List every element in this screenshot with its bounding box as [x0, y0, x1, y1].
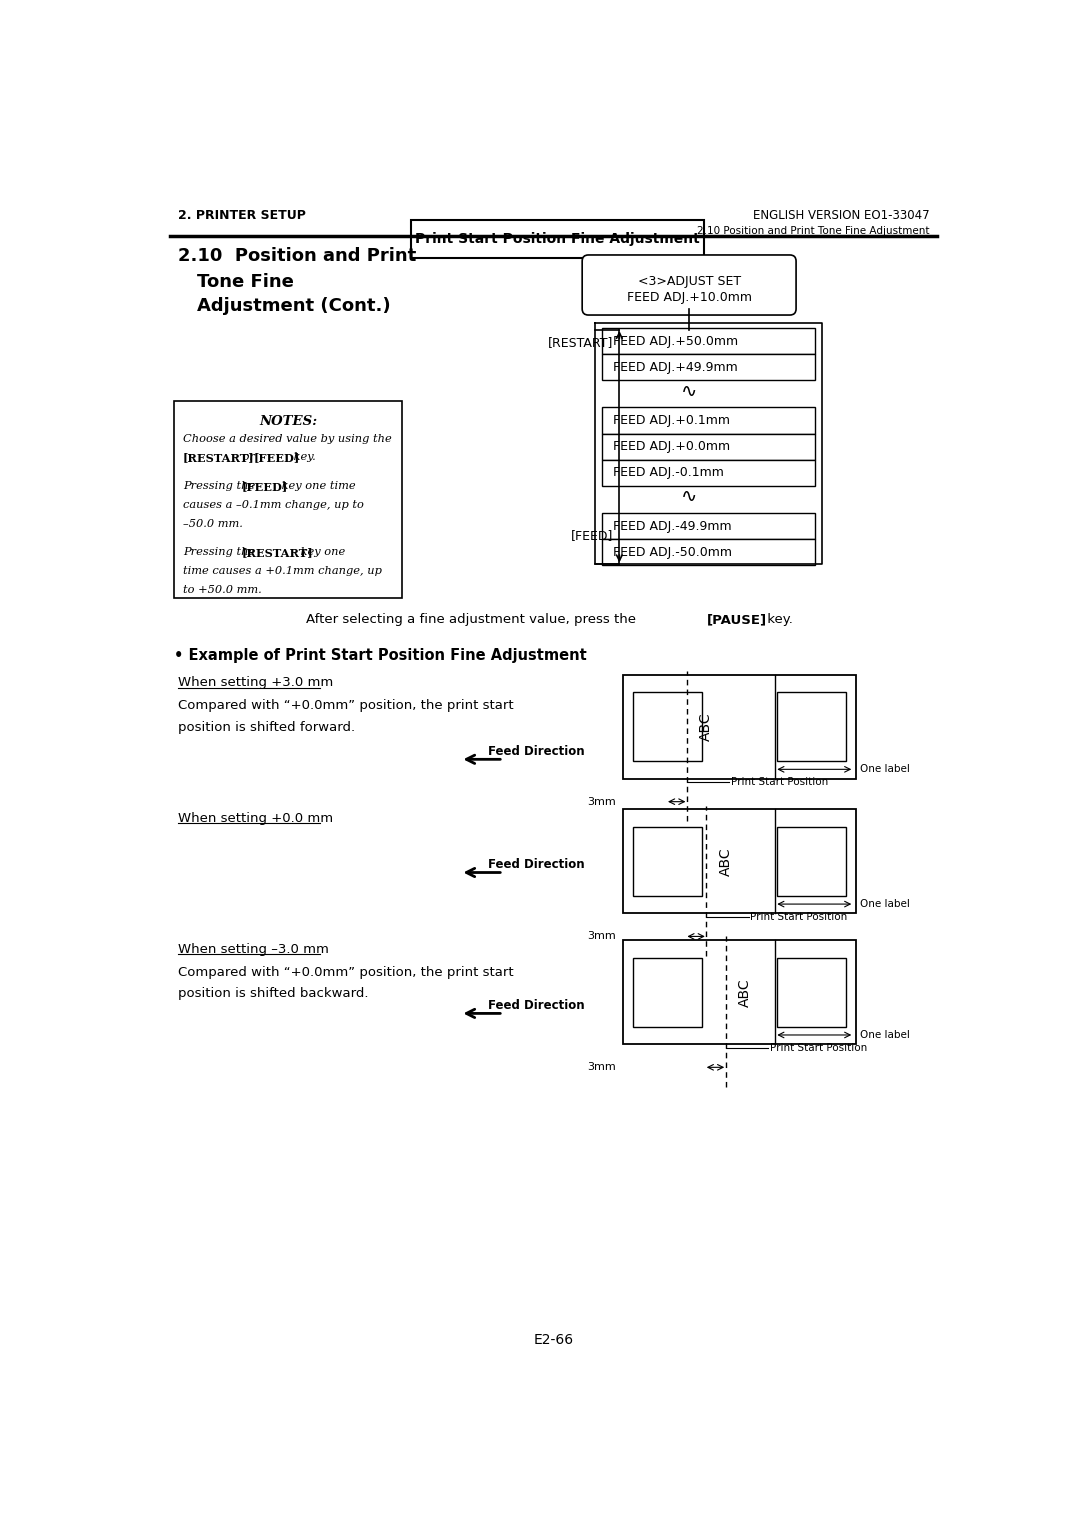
Text: 3mm: 3mm	[586, 1062, 616, 1073]
Text: Compared with “+0.0mm” position, the print start: Compared with “+0.0mm” position, the pri…	[177, 966, 513, 978]
Text: Choose a desired value by using the: Choose a desired value by using the	[183, 434, 392, 443]
Text: FEED ADJ.-50.0mm: FEED ADJ.-50.0mm	[613, 545, 732, 559]
FancyBboxPatch shape	[582, 255, 796, 315]
Bar	[633, 958, 702, 1027]
Text: [FEED]: [FEED]	[254, 452, 300, 463]
Text: <3>ADJUST SET: <3>ADJUST SET	[637, 275, 741, 287]
Text: Print Start Position Fine Adjustment: Print Start Position Fine Adjustment	[415, 232, 700, 246]
Text: 2.10 Position and Print Tone Fine Adjustment: 2.10 Position and Print Tone Fine Adjust…	[697, 226, 930, 237]
Text: FEED ADJ.+49.9mm: FEED ADJ.+49.9mm	[613, 361, 738, 374]
Text: causes a –0.1mm change, up to: causes a –0.1mm change, up to	[183, 500, 364, 510]
Text: position is shifted forward.: position is shifted forward.	[177, 721, 354, 733]
Text: Feed Direction: Feed Direction	[488, 857, 584, 871]
Text: or: or	[239, 452, 258, 463]
Text: ABC: ABC	[738, 978, 752, 1007]
Text: [RESTART]: [RESTART]	[548, 336, 613, 350]
Text: key.: key.	[762, 613, 793, 626]
Text: time causes a +0.1mm change, up: time causes a +0.1mm change, up	[183, 565, 382, 576]
FancyBboxPatch shape	[603, 354, 814, 380]
Text: key one time: key one time	[278, 481, 355, 490]
Text: FEED ADJ.+0.1mm: FEED ADJ.+0.1mm	[613, 414, 730, 426]
Bar	[777, 827, 847, 895]
Text: FEED ADJ.-49.9mm: FEED ADJ.-49.9mm	[613, 520, 732, 533]
Bar	[777, 958, 847, 1027]
Text: Feed Direction: Feed Direction	[488, 744, 584, 758]
Text: ∿: ∿	[680, 382, 698, 400]
FancyBboxPatch shape	[603, 539, 814, 565]
Text: Print Start Position: Print Start Position	[731, 778, 828, 787]
Text: 3mm: 3mm	[586, 932, 616, 941]
Text: Compared with “+0.0mm” position, the print start: Compared with “+0.0mm” position, the pri…	[177, 700, 513, 712]
Text: key.: key.	[289, 452, 315, 463]
Text: ∿: ∿	[680, 487, 698, 506]
Text: Tone Fine: Tone Fine	[197, 272, 294, 290]
Text: Print Start Position: Print Start Position	[770, 1044, 867, 1053]
Text: E2-66: E2-66	[534, 1332, 573, 1348]
Text: [PAUSE]: [PAUSE]	[707, 613, 767, 626]
FancyBboxPatch shape	[603, 460, 814, 486]
Text: NOTES:: NOTES:	[259, 416, 318, 428]
FancyBboxPatch shape	[603, 329, 814, 354]
Text: When setting +3.0 mm: When setting +3.0 mm	[177, 677, 333, 689]
Bar	[633, 827, 702, 895]
Text: ABC: ABC	[718, 847, 732, 876]
Text: Feed Direction: Feed Direction	[488, 999, 584, 1012]
Text: Pressing the: Pressing the	[183, 481, 259, 490]
Text: FEED ADJ.+0.0mm: FEED ADJ.+0.0mm	[613, 440, 730, 454]
Text: [FEED]: [FEED]	[571, 529, 613, 542]
Text: 2.10  Position and Print: 2.10 Position and Print	[177, 248, 416, 266]
Text: FEED ADJ.+10.0mm: FEED ADJ.+10.0mm	[626, 290, 752, 304]
FancyBboxPatch shape	[603, 408, 814, 434]
FancyBboxPatch shape	[410, 220, 704, 258]
Text: [RESTART]: [RESTART]	[183, 452, 255, 463]
Text: –50.0 mm.: –50.0 mm.	[183, 518, 243, 529]
Text: 2. PRINTER SETUP: 2. PRINTER SETUP	[177, 209, 306, 222]
Text: One label: One label	[860, 764, 909, 775]
Text: When setting –3.0 mm: When setting –3.0 mm	[177, 943, 328, 955]
Text: Adjustment (Cont.): Adjustment (Cont.)	[197, 298, 391, 315]
Bar	[623, 940, 855, 1044]
Text: After selecting a fine adjustment value, press the: After selecting a fine adjustment value,…	[306, 613, 639, 626]
FancyBboxPatch shape	[603, 434, 814, 460]
Text: ENGLISH VERSION EO1-33047: ENGLISH VERSION EO1-33047	[753, 209, 930, 222]
Text: [FEED]: [FEED]	[242, 481, 288, 492]
Bar	[174, 402, 403, 597]
Text: • Example of Print Start Position Fine Adjustment: • Example of Print Start Position Fine A…	[174, 648, 586, 663]
Text: key one: key one	[297, 547, 346, 556]
Text: When setting +0.0 mm: When setting +0.0 mm	[177, 811, 333, 825]
Text: position is shifted backward.: position is shifted backward.	[177, 987, 368, 1001]
Text: One label: One label	[860, 1030, 909, 1041]
Text: FEED ADJ.-0.1mm: FEED ADJ.-0.1mm	[613, 466, 724, 480]
Bar	[777, 692, 847, 761]
Bar	[623, 675, 855, 779]
Text: 3mm: 3mm	[586, 796, 616, 807]
Bar	[623, 810, 855, 914]
Text: to +50.0 mm.: to +50.0 mm.	[183, 585, 261, 594]
Text: [RESTART]: [RESTART]	[242, 547, 313, 558]
Text: FEED ADJ.+50.0mm: FEED ADJ.+50.0mm	[613, 335, 739, 348]
Text: ABC: ABC	[699, 712, 713, 741]
Text: One label: One label	[860, 898, 909, 909]
FancyBboxPatch shape	[603, 513, 814, 539]
Text: Pressing the: Pressing the	[183, 547, 259, 556]
Bar	[633, 692, 702, 761]
Text: Print Start Position: Print Start Position	[751, 912, 848, 923]
